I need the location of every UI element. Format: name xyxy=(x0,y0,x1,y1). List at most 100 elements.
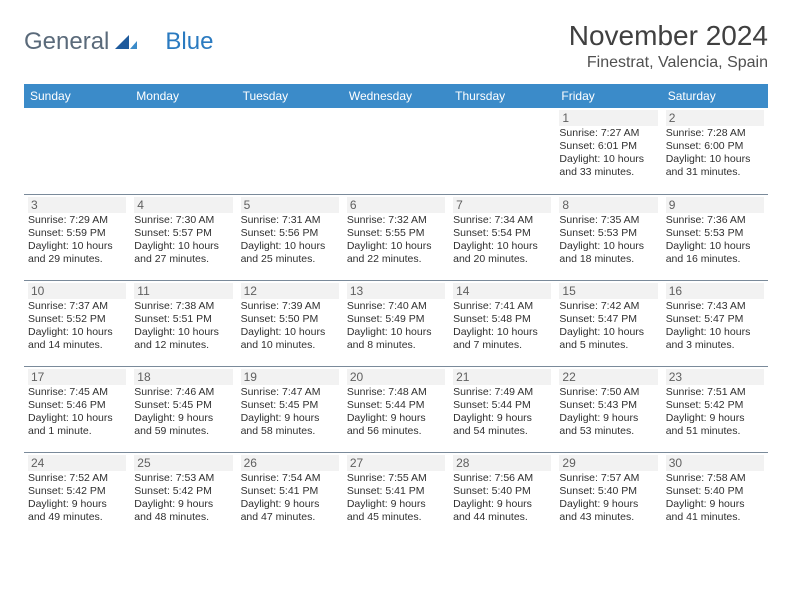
day-number: 18 xyxy=(134,369,232,385)
day-details: Sunrise: 7:34 AMSunset: 5:54 PMDaylight:… xyxy=(453,214,551,267)
weekday-header-row: SundayMondayTuesdayWednesdayThursdayFrid… xyxy=(24,84,768,108)
day-number: 2 xyxy=(666,110,764,126)
calendar-row: 17Sunrise: 7:45 AMSunset: 5:46 PMDayligh… xyxy=(24,366,768,452)
day-number: 23 xyxy=(666,369,764,385)
calendar-cell: 21Sunrise: 7:49 AMSunset: 5:44 PMDayligh… xyxy=(449,366,555,452)
calendar-cell: 8Sunrise: 7:35 AMSunset: 5:53 PMDaylight… xyxy=(555,194,661,280)
calendar-cell: 29Sunrise: 7:57 AMSunset: 5:40 PMDayligh… xyxy=(555,452,661,538)
calendar-cell: 17Sunrise: 7:45 AMSunset: 5:46 PMDayligh… xyxy=(24,366,130,452)
weekday-header: Friday xyxy=(555,84,661,108)
day-details: Sunrise: 7:56 AMSunset: 5:40 PMDaylight:… xyxy=(453,472,551,525)
day-number: 9 xyxy=(666,197,764,213)
day-number: 12 xyxy=(241,283,339,299)
calendar-cell: 30Sunrise: 7:58 AMSunset: 5:40 PMDayligh… xyxy=(662,452,768,538)
day-details: Sunrise: 7:41 AMSunset: 5:48 PMDaylight:… xyxy=(453,300,551,353)
calendar-cell: 19Sunrise: 7:47 AMSunset: 5:45 PMDayligh… xyxy=(237,366,343,452)
calendar-cell: 6Sunrise: 7:32 AMSunset: 5:55 PMDaylight… xyxy=(343,194,449,280)
day-number: 14 xyxy=(453,283,551,299)
day-number: 22 xyxy=(559,369,657,385)
day-details: Sunrise: 7:30 AMSunset: 5:57 PMDaylight:… xyxy=(134,214,232,267)
day-details: Sunrise: 7:36 AMSunset: 5:53 PMDaylight:… xyxy=(666,214,764,267)
day-number: 13 xyxy=(347,283,445,299)
weekday-header: Tuesday xyxy=(237,84,343,108)
calendar-cell: 27Sunrise: 7:55 AMSunset: 5:41 PMDayligh… xyxy=(343,452,449,538)
day-details: Sunrise: 7:53 AMSunset: 5:42 PMDaylight:… xyxy=(134,472,232,525)
logo-text-2: Blue xyxy=(165,28,213,56)
day-number: 11 xyxy=(134,283,232,299)
day-details: Sunrise: 7:28 AMSunset: 6:00 PMDaylight:… xyxy=(666,127,764,180)
day-number: 19 xyxy=(241,369,339,385)
day-details: Sunrise: 7:54 AMSunset: 5:41 PMDaylight:… xyxy=(241,472,339,525)
day-number: 3 xyxy=(28,197,126,213)
day-details: Sunrise: 7:43 AMSunset: 5:47 PMDaylight:… xyxy=(666,300,764,353)
calendar-cell: 4Sunrise: 7:30 AMSunset: 5:57 PMDaylight… xyxy=(130,194,236,280)
day-number: 15 xyxy=(559,283,657,299)
day-number: 28 xyxy=(453,455,551,471)
calendar-cell: 2Sunrise: 7:28 AMSunset: 6:00 PMDaylight… xyxy=(662,108,768,194)
calendar-cell: 23Sunrise: 7:51 AMSunset: 5:42 PMDayligh… xyxy=(662,366,768,452)
calendar-cell: . xyxy=(449,108,555,194)
calendar-cell: 22Sunrise: 7:50 AMSunset: 5:43 PMDayligh… xyxy=(555,366,661,452)
day-details: Sunrise: 7:31 AMSunset: 5:56 PMDaylight:… xyxy=(241,214,339,267)
calendar-cell: . xyxy=(237,108,343,194)
day-details: Sunrise: 7:49 AMSunset: 5:44 PMDaylight:… xyxy=(453,386,551,439)
weekday-header: Sunday xyxy=(24,84,130,108)
logo-text-1: General xyxy=(24,28,109,56)
day-number: 20 xyxy=(347,369,445,385)
weekday-header: Thursday xyxy=(449,84,555,108)
calendar-cell: . xyxy=(130,108,236,194)
calendar-row: 10Sunrise: 7:37 AMSunset: 5:52 PMDayligh… xyxy=(24,280,768,366)
calendar-cell: 11Sunrise: 7:38 AMSunset: 5:51 PMDayligh… xyxy=(130,280,236,366)
header: General Blue November 2024 Finestrat, Va… xyxy=(24,20,768,72)
calendar-cell: 13Sunrise: 7:40 AMSunset: 5:49 PMDayligh… xyxy=(343,280,449,366)
calendar-cell: 10Sunrise: 7:37 AMSunset: 5:52 PMDayligh… xyxy=(24,280,130,366)
day-number: 8 xyxy=(559,197,657,213)
day-details: Sunrise: 7:50 AMSunset: 5:43 PMDaylight:… xyxy=(559,386,657,439)
calendar-cell: 14Sunrise: 7:41 AMSunset: 5:48 PMDayligh… xyxy=(449,280,555,366)
calendar-cell: 18Sunrise: 7:46 AMSunset: 5:45 PMDayligh… xyxy=(130,366,236,452)
weekday-header: Monday xyxy=(130,84,236,108)
day-number: 16 xyxy=(666,283,764,299)
location-text: Finestrat, Valencia, Spain xyxy=(569,54,768,72)
logo: General Blue xyxy=(24,28,213,56)
calendar-cell: 24Sunrise: 7:52 AMSunset: 5:42 PMDayligh… xyxy=(24,452,130,538)
day-details: Sunrise: 7:27 AMSunset: 6:01 PMDaylight:… xyxy=(559,127,657,180)
day-details: Sunrise: 7:55 AMSunset: 5:41 PMDaylight:… xyxy=(347,472,445,525)
day-number: 4 xyxy=(134,197,232,213)
day-number: 26 xyxy=(241,455,339,471)
weekday-header: Saturday xyxy=(662,84,768,108)
day-number: 1 xyxy=(559,110,657,126)
day-details: Sunrise: 7:57 AMSunset: 5:40 PMDaylight:… xyxy=(559,472,657,525)
calendar-cell: 26Sunrise: 7:54 AMSunset: 5:41 PMDayligh… xyxy=(237,452,343,538)
calendar-cell: 5Sunrise: 7:31 AMSunset: 5:56 PMDaylight… xyxy=(237,194,343,280)
calendar-cell: 9Sunrise: 7:36 AMSunset: 5:53 PMDaylight… xyxy=(662,194,768,280)
day-details: Sunrise: 7:47 AMSunset: 5:45 PMDaylight:… xyxy=(241,386,339,439)
day-number: 30 xyxy=(666,455,764,471)
day-number: 10 xyxy=(28,283,126,299)
day-details: Sunrise: 7:58 AMSunset: 5:40 PMDaylight:… xyxy=(666,472,764,525)
day-details: Sunrise: 7:42 AMSunset: 5:47 PMDaylight:… xyxy=(559,300,657,353)
calendar-cell: 1Sunrise: 7:27 AMSunset: 6:01 PMDaylight… xyxy=(555,108,661,194)
weekday-header: Wednesday xyxy=(343,84,449,108)
logo-sail-icon xyxy=(115,28,137,56)
calendar-cell: . xyxy=(343,108,449,194)
day-details: Sunrise: 7:35 AMSunset: 5:53 PMDaylight:… xyxy=(559,214,657,267)
calendar-cell: 20Sunrise: 7:48 AMSunset: 5:44 PMDayligh… xyxy=(343,366,449,452)
day-details: Sunrise: 7:39 AMSunset: 5:50 PMDaylight:… xyxy=(241,300,339,353)
page-title: November 2024 xyxy=(569,20,768,52)
calendar-cell: 15Sunrise: 7:42 AMSunset: 5:47 PMDayligh… xyxy=(555,280,661,366)
day-number: 7 xyxy=(453,197,551,213)
calendar-table: SundayMondayTuesdayWednesdayThursdayFrid… xyxy=(24,84,768,538)
calendar-cell: 28Sunrise: 7:56 AMSunset: 5:40 PMDayligh… xyxy=(449,452,555,538)
day-details: Sunrise: 7:32 AMSunset: 5:55 PMDaylight:… xyxy=(347,214,445,267)
calendar-cell: 12Sunrise: 7:39 AMSunset: 5:50 PMDayligh… xyxy=(237,280,343,366)
calendar-cell: 7Sunrise: 7:34 AMSunset: 5:54 PMDaylight… xyxy=(449,194,555,280)
calendar-row: 3Sunrise: 7:29 AMSunset: 5:59 PMDaylight… xyxy=(24,194,768,280)
day-number: 5 xyxy=(241,197,339,213)
day-details: Sunrise: 7:51 AMSunset: 5:42 PMDaylight:… xyxy=(666,386,764,439)
calendar-cell: 16Sunrise: 7:43 AMSunset: 5:47 PMDayligh… xyxy=(662,280,768,366)
day-number: 25 xyxy=(134,455,232,471)
day-number: 17 xyxy=(28,369,126,385)
calendar-body: .....1Sunrise: 7:27 AMSunset: 6:01 PMDay… xyxy=(24,108,768,538)
day-details: Sunrise: 7:45 AMSunset: 5:46 PMDaylight:… xyxy=(28,386,126,439)
